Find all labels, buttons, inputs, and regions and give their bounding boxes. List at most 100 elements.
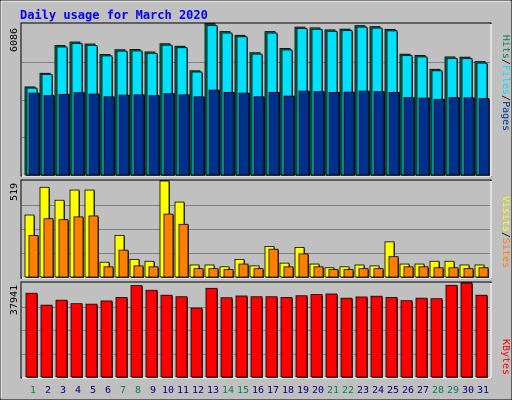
day-label: 30: [462, 385, 474, 396]
pages-bar: [43, 95, 55, 176]
kbytes-bar: [235, 295, 248, 378]
kbytes-bar: [130, 285, 143, 378]
day-label: 27: [417, 385, 429, 396]
sites-bar: [358, 268, 369, 278]
day-label: 11: [177, 385, 189, 396]
sites-bar: [28, 234, 39, 278]
kbytes-bar: [55, 299, 68, 378]
kbytes-bar: [220, 297, 233, 378]
pages-bar: [433, 98, 445, 176]
day-label: 1: [30, 385, 36, 396]
day-label: 18: [282, 385, 294, 396]
pages-bar: [328, 91, 340, 176]
sites-bar: [343, 269, 354, 278]
kbytes-bar: [190, 307, 203, 378]
kbytes-bar: [415, 297, 428, 378]
day-label: 16: [252, 385, 264, 396]
kbytes-bar: [85, 303, 98, 378]
pages-bar: [163, 93, 175, 176]
sites-bar: [328, 269, 339, 278]
sites-bar: [58, 219, 69, 278]
pages-bar: [418, 97, 430, 176]
kbytes-bar: [70, 303, 83, 378]
kbytes-bar: [40, 304, 53, 378]
pages-bar: [28, 92, 40, 176]
kbytes-bars-group: [25, 282, 488, 378]
day-label: 26: [402, 385, 414, 396]
pages-bar: [73, 92, 85, 176]
sites-bar: [268, 248, 279, 278]
pages-bar: [103, 96, 115, 176]
kbytes-bar: [295, 295, 308, 378]
pages-bar: [463, 97, 475, 176]
day-label: 9: [150, 385, 156, 396]
pages-bar: [118, 94, 130, 176]
pages-bar: [148, 95, 160, 176]
visits-bars-group: [24, 180, 489, 278]
pages-bar: [298, 90, 310, 176]
day-label: 12: [192, 385, 204, 396]
sites-bar: [313, 266, 324, 278]
sites-bar: [403, 266, 414, 278]
kbytes-bar: [475, 294, 488, 378]
kbytes-bar: [445, 284, 458, 378]
sites-bar: [193, 268, 204, 278]
right-legend-label: KBytes: [500, 339, 511, 375]
sites-bar: [418, 266, 429, 278]
sites-bar: [103, 266, 114, 278]
chart-title: Daily usage for March 2020: [20, 8, 208, 22]
sites-bar: [118, 249, 129, 278]
sites-bar: [388, 256, 399, 278]
x-axis-day-labels: 1 2 3 4 5 6 7 8 9 10 11 12 13 14 15 16 17 18 19 20 21 22 23 24 2…: [30, 385, 489, 396]
kbytes-bar: [310, 294, 323, 378]
pages-bar: [133, 94, 145, 176]
right-legend-label: Hits/Files/Pages: [500, 35, 511, 131]
kbytes-bar: [325, 293, 338, 378]
kbytes-bar: [250, 296, 263, 378]
pages-bar: [253, 96, 265, 176]
legend-pages: Pages: [500, 101, 511, 131]
kbytes-bar: [115, 297, 128, 378]
kbytes-bar: [160, 294, 173, 378]
sites-bar: [163, 213, 174, 278]
kbytes-bar: [205, 287, 218, 378]
right-legend-labels: Hits/Files/Pages Visits/Sites KBytes: [500, 35, 511, 375]
day-label: 5: [90, 385, 96, 396]
sites-bar: [43, 218, 54, 278]
kbytes-bar: [355, 296, 368, 378]
day-label: 22: [342, 385, 354, 396]
kbytes-bar: [460, 282, 473, 378]
hits-max-label: 6086: [9, 28, 20, 52]
pages-bar: [268, 91, 280, 176]
legend-kbytes: KBytes: [500, 339, 511, 375]
sites-bar: [253, 268, 264, 278]
kbytes-bar: [175, 296, 188, 378]
sites-bar: [148, 266, 159, 278]
kbytes-bar: [430, 298, 443, 378]
day-label: 28: [432, 385, 444, 396]
legend-files: Files: [500, 65, 511, 95]
day-label: 29: [447, 385, 459, 396]
pages-bar: [343, 91, 355, 176]
sites-bar: [208, 268, 219, 278]
pages-bar: [358, 90, 370, 176]
sites-bar: [283, 266, 294, 278]
pages-bar: [193, 96, 205, 176]
day-label: 4: [75, 385, 81, 396]
kbytes-bar: [145, 289, 158, 378]
day-label: 19: [297, 385, 309, 396]
sites-bar: [433, 267, 444, 278]
pages-bar: [403, 97, 415, 176]
pages-bar: [208, 89, 220, 176]
pages-bar: [238, 92, 250, 176]
kbytes-bar: [400, 300, 413, 378]
legend-visits: Visits: [500, 196, 511, 232]
hits-bars-group: [24, 23, 490, 177]
kbytes-bar: [25, 292, 38, 378]
kbytes-bar: [100, 300, 113, 378]
sites-bar: [133, 265, 144, 278]
day-label: 24: [372, 385, 384, 396]
kbytes-bar: [340, 297, 353, 378]
pages-bar: [223, 91, 235, 176]
pages-bar: [373, 91, 385, 176]
